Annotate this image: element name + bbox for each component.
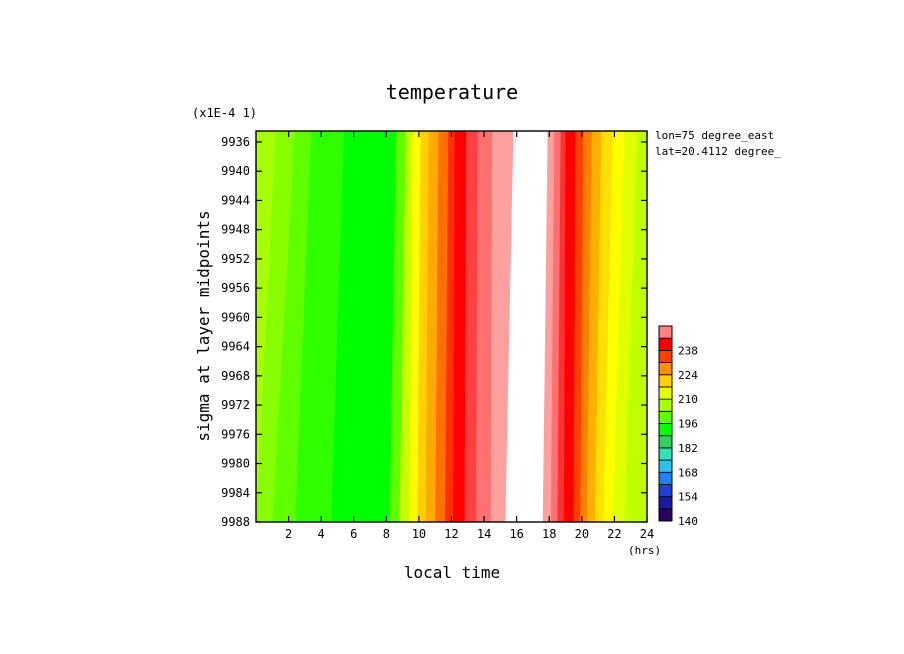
colorbar-swatch-5: [658, 447, 673, 461]
colorbar-label-2: 168: [678, 466, 698, 479]
colorbar-swatch-7: [658, 423, 673, 437]
x-tick-label-7: 16: [509, 527, 523, 541]
y-tick-label-3: 9948: [221, 223, 250, 237]
y-tick-label-8: 9968: [221, 369, 250, 383]
y-tick-label-7: 9964: [221, 340, 250, 354]
colorbar-swatch-14: [658, 337, 673, 351]
y-tick-label-5: 9956: [221, 281, 250, 295]
colorbar-swatch-1: [658, 496, 673, 510]
contour-fill-layer: [256, 131, 647, 522]
colorbar-frame: [658, 325, 673, 522]
colorbar-label-5: 210: [678, 393, 698, 406]
colorbar-label-1: 154: [678, 491, 698, 504]
y-tick-label-6: 9960: [221, 310, 250, 324]
y-tick-label-10: 9976: [221, 427, 250, 441]
y-tick-label-9: 9972: [221, 398, 250, 412]
colorbar-swatch-12: [658, 362, 673, 376]
y-tick-label-2: 9944: [221, 193, 250, 207]
colorbar-label-0: 140: [678, 515, 698, 528]
x-tick-label-0: 2: [285, 527, 292, 541]
colorbar-swatch-13: [658, 349, 673, 363]
x-axis: 2 4 6 8 10 12 14 16 18 20 22 24: [285, 131, 654, 541]
x-tick-label-8: 18: [542, 527, 556, 541]
y-axis-label: sigma at layer midpoints: [194, 210, 213, 441]
annotation-lon: lon=75 degree_east: [655, 129, 774, 142]
colorbar-swatch-4: [658, 459, 673, 473]
x-tick-label-9: 20: [575, 527, 589, 541]
colorbar-label-6: 224: [678, 369, 698, 382]
colorbar-swatch-11: [658, 374, 673, 388]
colorbar-swatch-0: [658, 508, 673, 522]
x-tick-label-11: 24: [640, 527, 654, 541]
x-tick-label-6: 14: [477, 527, 491, 541]
y-tick-label-4: 9952: [221, 252, 250, 266]
contour-band-27: [624, 131, 647, 522]
colorbar-swatch-9: [658, 398, 673, 412]
chart-title: temperature: [386, 80, 518, 104]
x-tick-label-3: 8: [383, 527, 390, 541]
y-tick-label-0: 9936: [221, 135, 250, 149]
y-scale-note: (x1E-4 1): [192, 106, 257, 120]
annotation-lat: lat=20.4112 degree_: [655, 145, 781, 158]
y-tick-label-13: 9988: [221, 515, 250, 529]
colorbar-swatch-8: [658, 410, 673, 424]
x-tick-label-2: 6: [350, 527, 357, 541]
colorbar-swatch-15: [658, 325, 673, 339]
colorbar-swatch-3: [658, 471, 673, 485]
y-tick-label-12: 9984: [221, 486, 250, 500]
colorbar-swatch-6: [658, 435, 673, 449]
x-unit-label: (hrs): [628, 544, 661, 557]
x-tick-label-1: 4: [318, 527, 325, 541]
colorbar: 140 154 168 182 196 210 224 238: [658, 325, 698, 528]
x-tick-label-5: 12: [444, 527, 458, 541]
y-tick-label-1: 9940: [221, 164, 250, 178]
x-tick-label-4: 10: [412, 527, 426, 541]
x-tick-label-10: 22: [607, 527, 621, 541]
x-axis-label: local time: [404, 563, 500, 582]
colorbar-label-7: 238: [678, 344, 698, 357]
colorbar-label-3: 182: [678, 442, 698, 455]
colorbar-swatch-10: [658, 386, 673, 400]
colorbar-swatch-2: [658, 484, 673, 498]
y-tick-label-11: 9980: [221, 457, 250, 471]
y-axis: 9936 9940 9944 9948 9952 9956 9960 9964 9968 9972…: [221, 135, 647, 529]
colorbar-label-4: 196: [678, 418, 698, 431]
